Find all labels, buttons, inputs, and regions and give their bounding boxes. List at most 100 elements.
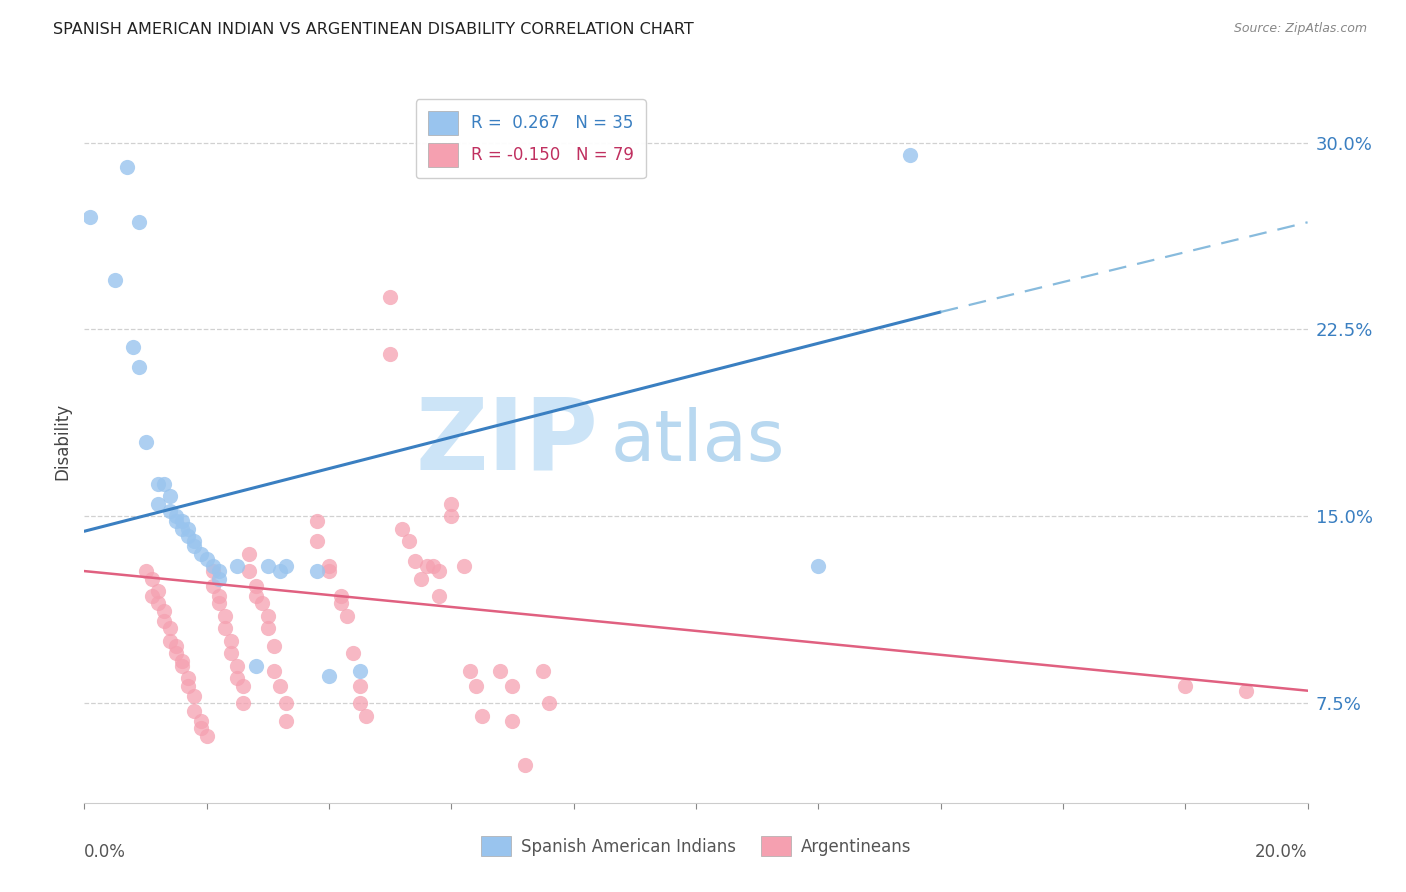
Point [201,564,224,578]
Legend: Spanish American Indians, Argentineans: Spanish American Indians, Argentineans [474,830,918,863]
Point [208,564,231,578]
Point [177,522,200,536]
Point [807,559,830,574]
Point [135,564,157,578]
Point [238,547,260,561]
Point [305,564,328,578]
Point [1236,683,1258,698]
Point [195,551,218,566]
Point [440,497,463,511]
Point [238,564,260,578]
Point [153,604,176,618]
Point [122,340,145,354]
Point [422,559,444,574]
Point [226,671,249,685]
Point [79,211,101,225]
Text: atlas: atlas [610,407,785,476]
Point [257,559,280,574]
Point [458,664,481,678]
Point [219,646,242,660]
Point [183,534,205,549]
Point [257,609,280,624]
Point [531,664,554,678]
Point [183,689,205,703]
Point [146,497,169,511]
Point [153,476,176,491]
Point [177,671,200,685]
Point [146,597,169,611]
Point [159,633,181,648]
Point [263,664,285,678]
Point [471,708,494,723]
Point [305,534,328,549]
Point [183,704,205,718]
Point [177,679,200,693]
Point [208,589,231,603]
Point [214,609,236,624]
Point [318,669,340,683]
Point [232,696,254,710]
Y-axis label: Disability: Disability [53,403,72,480]
Text: 0.0%: 0.0% [84,843,127,861]
Point [398,534,420,549]
Point [226,559,249,574]
Point [416,559,439,574]
Point [409,572,432,586]
Point [115,161,138,175]
Point [172,654,194,668]
Point [269,564,291,578]
Text: ZIP: ZIP [415,393,598,490]
Point [391,522,413,536]
Point [336,609,359,624]
Point [172,514,194,528]
Point [276,714,298,728]
Point [219,633,242,648]
Point [128,215,150,229]
Point [146,584,169,599]
Point [349,696,371,710]
Point [305,514,328,528]
Point [427,564,450,578]
Point [141,572,163,586]
Point [1174,679,1197,693]
Point [208,572,231,586]
Point [257,621,280,635]
Point [380,290,402,304]
Point [502,679,524,693]
Point [513,758,536,772]
Point [208,597,231,611]
Point [489,664,512,678]
Point [135,434,157,449]
Point [502,714,524,728]
Point [380,347,402,361]
Point [195,729,218,743]
Point [342,646,364,660]
Point [165,514,187,528]
Point [159,621,181,635]
Point [453,559,475,574]
Point [141,589,163,603]
Text: 20.0%: 20.0% [1256,843,1308,861]
Point [177,529,200,543]
Point [214,621,236,635]
Point [172,522,194,536]
Point [898,148,921,162]
Point [153,614,176,628]
Point [276,559,298,574]
Point [245,658,267,673]
Point [245,579,267,593]
Point [183,539,205,553]
Point [263,639,285,653]
Point [330,597,353,611]
Point [104,272,127,286]
Point [201,579,224,593]
Point [427,589,450,603]
Point [146,476,169,491]
Point [165,646,187,660]
Point [354,708,377,723]
Point [232,679,254,693]
Point [404,554,426,568]
Point [201,559,224,574]
Point [276,696,298,710]
Point [159,504,181,518]
